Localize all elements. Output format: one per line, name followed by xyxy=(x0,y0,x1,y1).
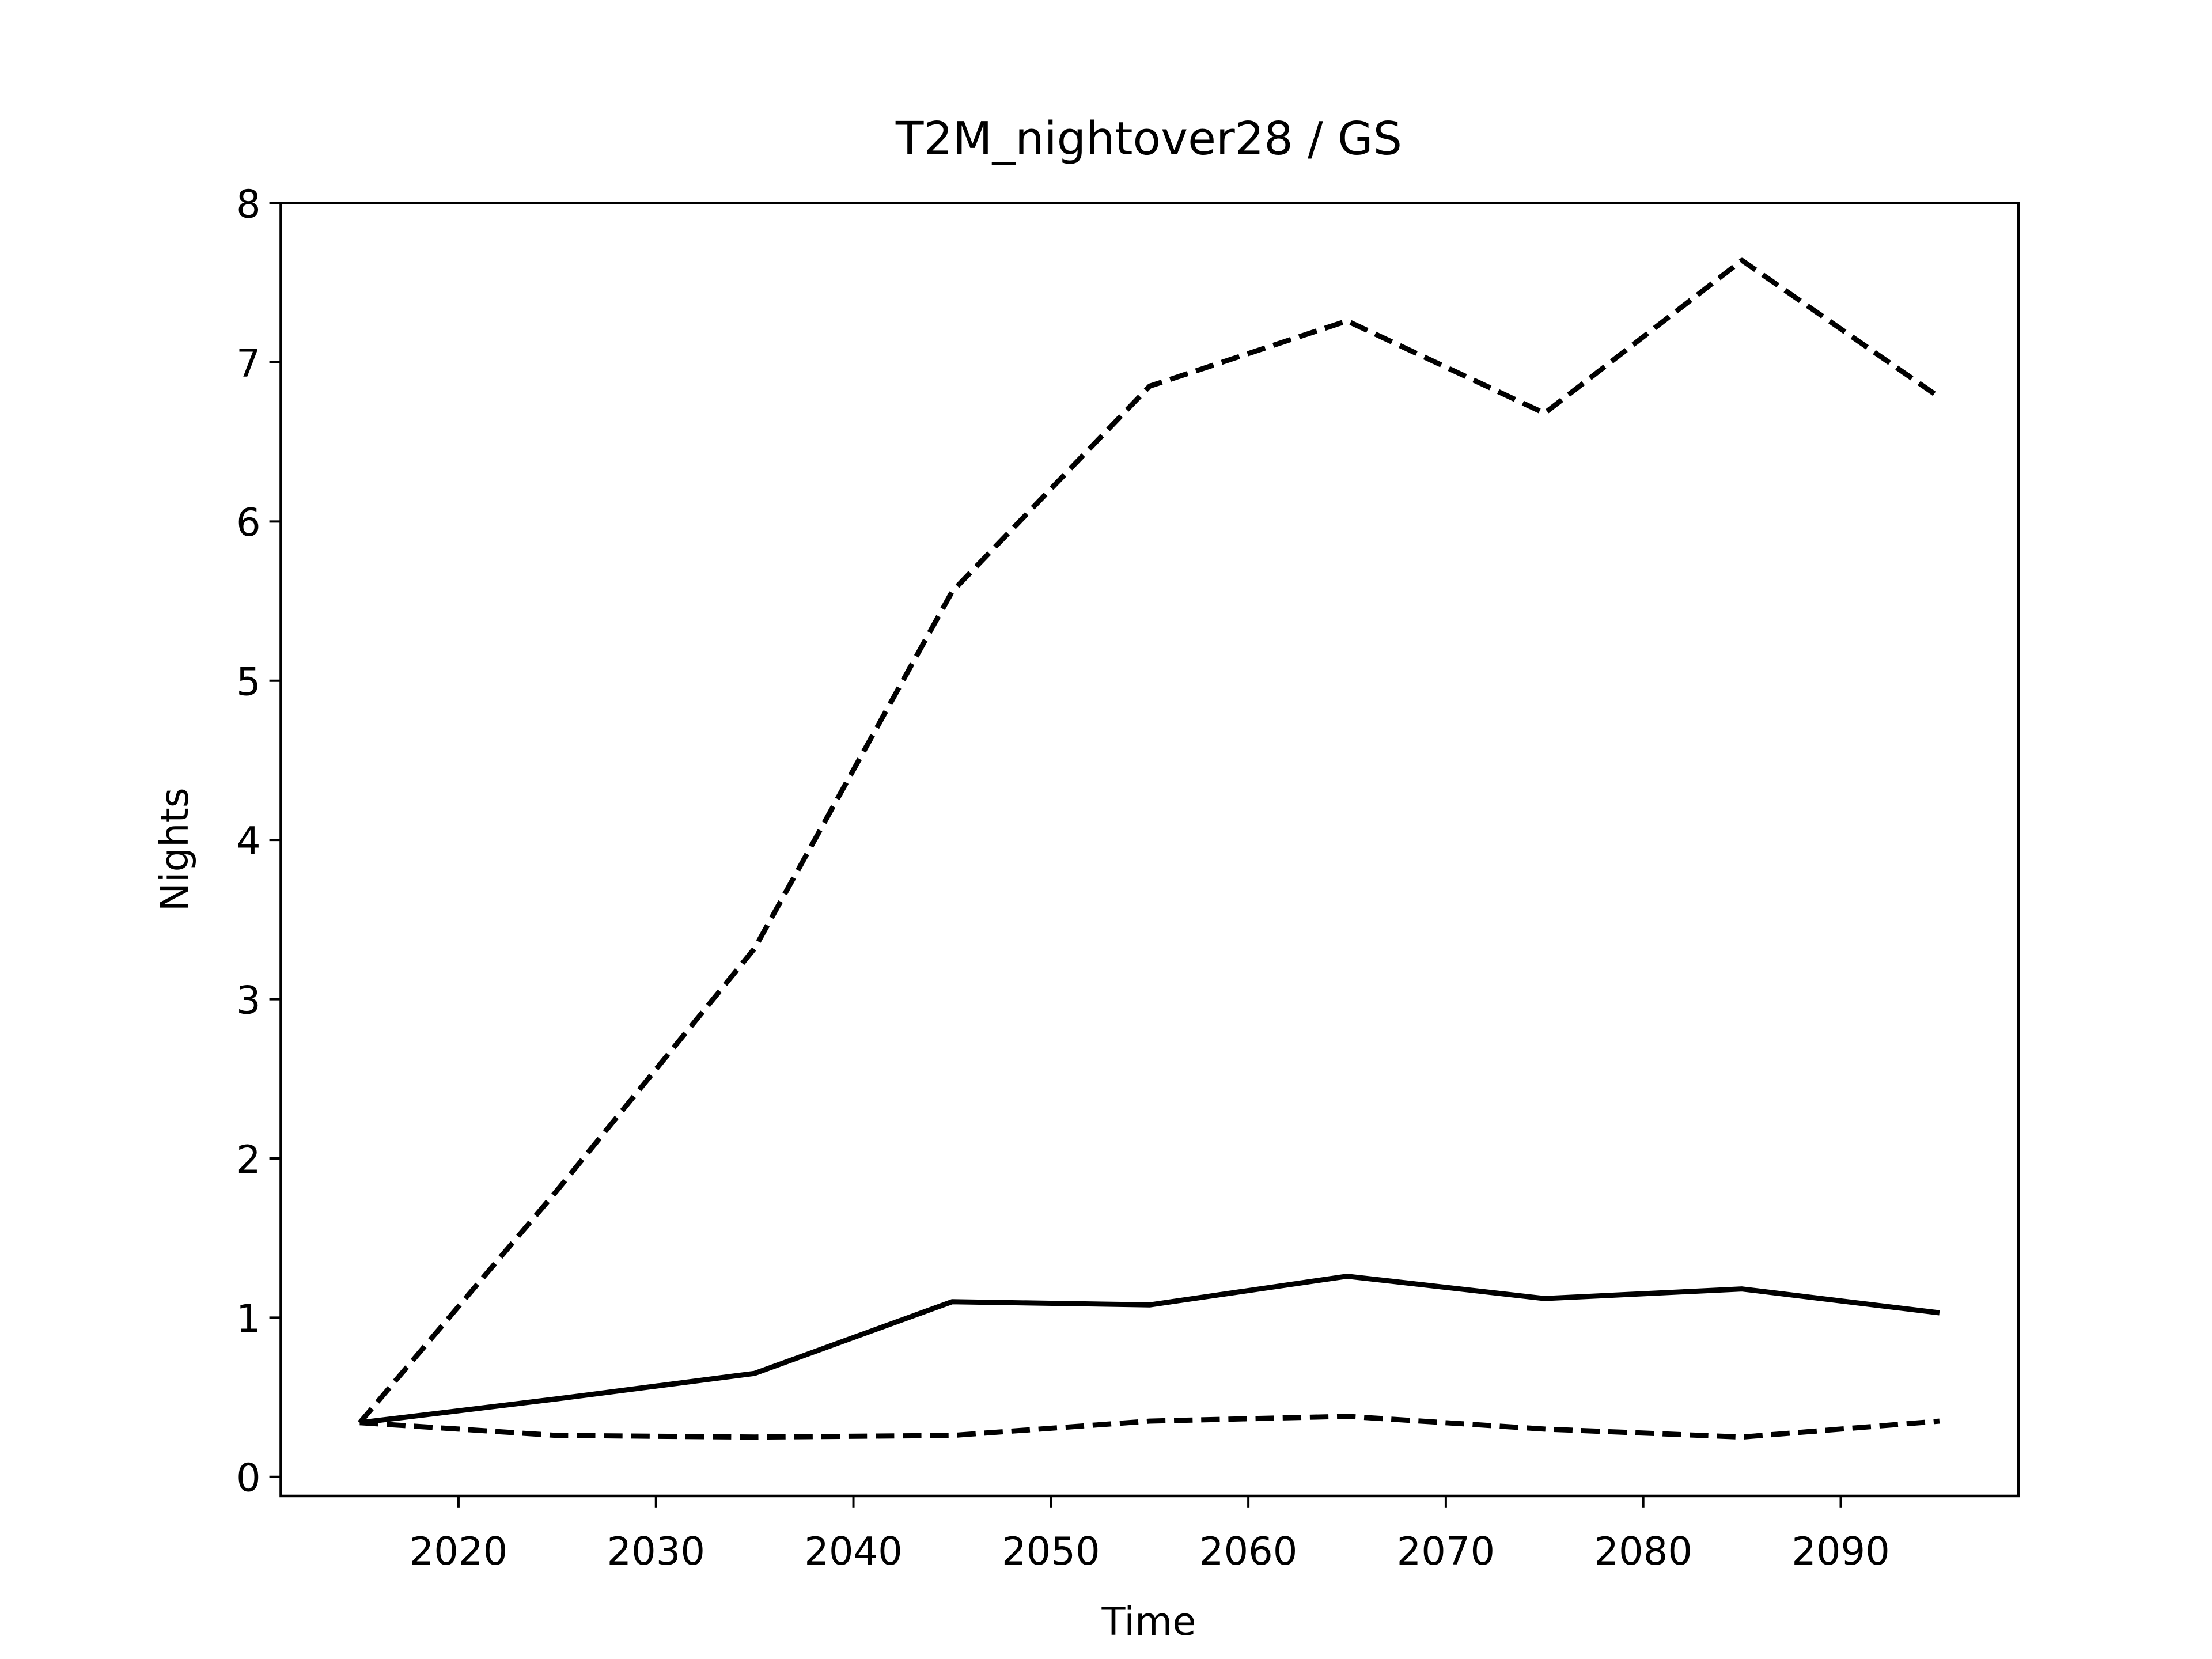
data-line xyxy=(358,257,1941,1425)
x-tick-label: 2090 xyxy=(1791,1529,1890,1574)
x-axis-label: Time xyxy=(1101,1599,1196,1644)
chart-title: T2M_nightover28 / GS xyxy=(895,112,1402,165)
y-tick-label: 0 xyxy=(236,1456,261,1501)
y-tick-label: 5 xyxy=(236,660,261,704)
y-tick-label: 6 xyxy=(236,500,261,545)
y-tick-label: 7 xyxy=(236,341,261,386)
data-line xyxy=(359,1414,1940,1440)
y-tick-label: 8 xyxy=(236,181,261,226)
x-tick-label: 2040 xyxy=(804,1529,903,1574)
x-tick-label: 2080 xyxy=(1594,1529,1692,1574)
x-tick-label: 2070 xyxy=(1397,1529,1495,1574)
x-tick-label: 2030 xyxy=(607,1529,705,1574)
x-tick-label: 2050 xyxy=(1002,1529,1100,1574)
x-tick-label: 2020 xyxy=(410,1529,508,1574)
x-tick-label: 2060 xyxy=(1199,1529,1298,1574)
y-tick-label: 2 xyxy=(236,1137,261,1182)
y-axis-label: Nights xyxy=(152,787,197,911)
y-tick-label: 1 xyxy=(236,1296,261,1341)
y-tick-label: 3 xyxy=(236,978,261,1022)
data-line xyxy=(359,1274,1940,1426)
plot-frame xyxy=(279,202,2020,1498)
y-tick-label: 4 xyxy=(236,819,261,863)
